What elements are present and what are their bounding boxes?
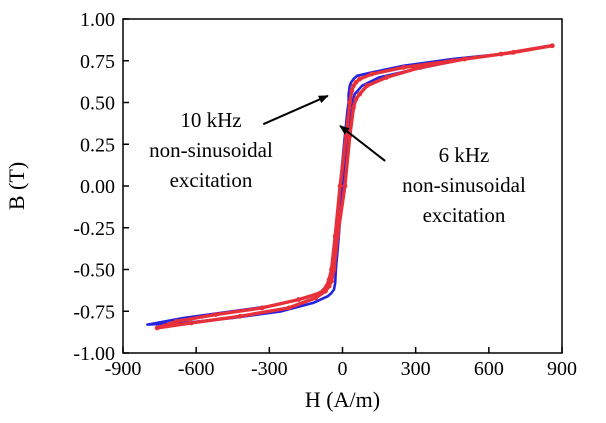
y-tick-label: -0.50 [73, 260, 115, 282]
series-point [174, 318, 180, 324]
x-tick-label: 900 [547, 358, 577, 380]
y-tick-label: 1.00 [80, 9, 115, 31]
series-point [347, 100, 353, 105]
series-point [323, 288, 328, 294]
annotation-arrow [262, 94, 329, 126]
series-point [343, 133, 349, 139]
y-tick-label: 0.50 [80, 93, 115, 115]
series-point [351, 105, 356, 110]
series-point [418, 65, 423, 70]
y-tick-label: 0.75 [80, 51, 115, 73]
series-point [326, 283, 332, 289]
series-point [342, 183, 348, 189]
series-point [296, 297, 301, 302]
series-point [498, 51, 504, 57]
series-point [401, 65, 406, 70]
series-point [510, 50, 516, 55]
series-point [349, 88, 355, 94]
series-point [449, 58, 455, 64]
series-point [357, 91, 362, 97]
series-point [318, 290, 323, 296]
series-point [462, 56, 467, 62]
annotation-arrow [339, 125, 386, 162]
annotation-text: 10 kHz [180, 108, 241, 132]
series-point [213, 312, 219, 317]
series-point [331, 267, 337, 272]
x-tick-label: -300 [251, 358, 288, 380]
x-tick-label: 0 [338, 358, 348, 380]
x-tick-label: -900 [105, 358, 142, 380]
y-axis-label: B (T) [4, 162, 29, 210]
x-axis-label: H (A/m) [305, 387, 380, 412]
series-point [329, 278, 334, 284]
x-tick-label: -600 [178, 358, 215, 380]
series-point [286, 305, 292, 311]
ticks-layer: -900 -600 -300 0 300 600 900 -1.00 -0.75 -0.50 -0.… [73, 9, 577, 380]
annotation-text: excitation [170, 168, 253, 192]
annotation-layer: 10 kHz non-sinusoidal excitation 6 kHz non-s… [149, 94, 526, 227]
series-point [549, 43, 555, 49]
series-point [337, 183, 343, 189]
series-point [259, 305, 265, 311]
series-point [357, 76, 362, 82]
series-point [369, 71, 375, 77]
series-point [313, 295, 319, 301]
series-point [364, 83, 370, 89]
y-tick-label: 0.25 [80, 134, 115, 156]
annotation-text: non-sinusoidal [149, 138, 273, 162]
y-tick-label: 0.00 [80, 176, 115, 198]
series-point [154, 325, 160, 331]
annotation-text: excitation [423, 203, 506, 227]
series-point [237, 313, 243, 319]
series-point [188, 320, 194, 326]
y-tick-label: -1.00 [73, 343, 115, 365]
series-point [384, 75, 389, 80]
x-tick-label: 600 [474, 358, 504, 380]
annotation-text: non-sinusoidal [402, 173, 526, 197]
y-tick-label: -0.25 [73, 218, 115, 240]
x-tick-label: 300 [401, 358, 431, 380]
annotation-text: 6 kHz [439, 143, 490, 167]
y-tick-label: -0.75 [73, 301, 115, 323]
series-point [351, 83, 356, 89]
series-point [353, 96, 359, 102]
series-layer [146, 43, 555, 331]
series-point [353, 80, 359, 85]
series-point [335, 233, 341, 239]
